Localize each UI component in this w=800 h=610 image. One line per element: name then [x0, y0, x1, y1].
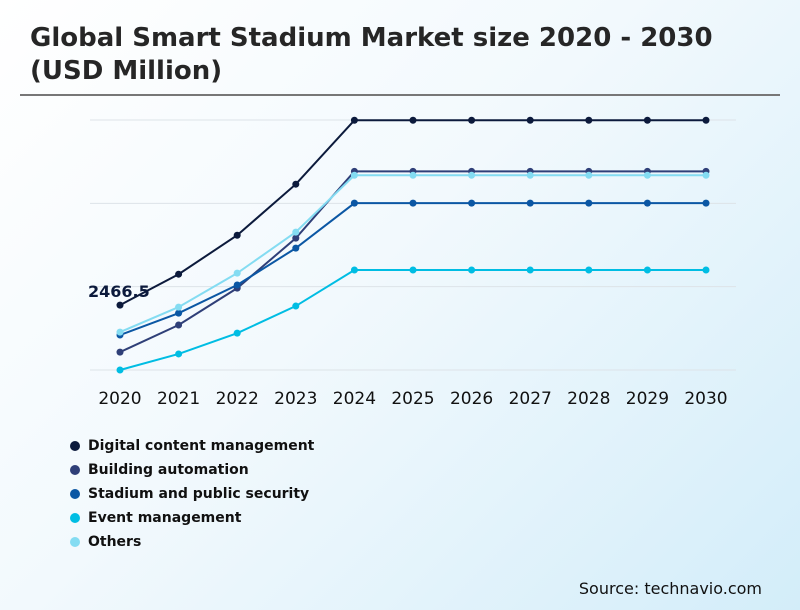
data-point — [175, 270, 183, 278]
data-point — [526, 266, 534, 274]
data-point — [526, 171, 534, 179]
data-point — [468, 171, 476, 179]
data-point — [643, 116, 651, 124]
data-point — [585, 199, 593, 207]
data-point — [468, 199, 476, 207]
data-point — [350, 199, 358, 207]
x-tick-label: 2027 — [509, 389, 552, 409]
legend-marker-icon — [70, 513, 80, 523]
x-tick-label: 2022 — [216, 389, 259, 409]
data-point — [702, 116, 710, 124]
x-tick-label: 2023 — [274, 389, 317, 409]
data-point — [526, 116, 534, 124]
data-point — [292, 228, 300, 236]
legend-item: Others — [70, 530, 314, 554]
data-point — [292, 180, 300, 188]
data-point — [233, 281, 241, 289]
legend-item: Stadium and public security — [70, 482, 314, 506]
series-line — [119, 119, 706, 306]
data-point — [468, 116, 476, 124]
data-point — [175, 303, 183, 311]
data-point — [116, 301, 124, 309]
data-point — [350, 171, 358, 179]
legend-marker-icon — [70, 465, 80, 475]
x-tick-label: 2025 — [391, 389, 434, 409]
data-point — [526, 199, 534, 207]
data-point — [585, 116, 593, 124]
data-point — [702, 199, 710, 207]
data-point — [175, 309, 183, 317]
data-point — [409, 199, 417, 207]
data-point — [643, 266, 651, 274]
legend-item: Digital content management — [70, 434, 314, 458]
chart-title: Global Smart Stadium Market size 2020 - … — [30, 23, 713, 86]
x-tick-label: 2028 — [567, 389, 610, 409]
series-line — [119, 269, 706, 371]
series-line — [119, 170, 706, 354]
data-point — [116, 366, 124, 374]
data-point — [643, 171, 651, 179]
title-divider — [20, 94, 780, 96]
data-point — [350, 116, 358, 124]
data-point — [409, 266, 417, 274]
legend-item: Event management — [70, 506, 314, 530]
data-point — [585, 266, 593, 274]
legend-label: Stadium and public security — [88, 486, 310, 502]
x-tick-label: 2020 — [98, 389, 141, 409]
legend-label: Digital content management — [88, 438, 315, 454]
legend-label: Others — [88, 534, 142, 550]
x-tick-label: 2026 — [450, 389, 493, 409]
data-point — [292, 302, 300, 310]
x-tick-label: 2029 — [626, 389, 669, 409]
legend-label: Event management — [88, 510, 242, 526]
legend: Digital content management Building autom… — [70, 434, 314, 554]
data-point — [409, 171, 417, 179]
data-point — [350, 266, 358, 274]
data-point — [175, 321, 183, 329]
x-tick-label: 2024 — [333, 389, 376, 409]
data-point — [468, 266, 476, 274]
data-point — [292, 244, 300, 252]
data-point — [233, 269, 241, 277]
line-chart: 2020 2021 2022 2023 2024 2025 2026 2027 2028 2029… — [88, 116, 736, 409]
x-tick-label: 2021 — [157, 389, 200, 409]
data-point — [702, 266, 710, 274]
legend-marker-icon — [70, 441, 80, 451]
data-point — [702, 171, 710, 179]
legend-marker-icon — [70, 537, 80, 547]
source-note: Source: technavio.com — [578, 579, 762, 598]
data-label: 2466.5 — [88, 282, 150, 301]
data-point — [233, 329, 241, 337]
data-point — [292, 234, 300, 242]
data-point — [116, 328, 124, 336]
data-point — [409, 116, 417, 124]
data-point — [233, 231, 241, 239]
legend-item: Building automation — [70, 458, 314, 482]
data-point — [175, 350, 183, 358]
legend-marker-icon — [70, 489, 80, 499]
data-point — [116, 348, 124, 356]
legend-label: Building automation — [88, 462, 249, 478]
data-point — [643, 199, 651, 207]
data-point — [585, 171, 593, 179]
x-tick-label: 2030 — [684, 389, 727, 409]
